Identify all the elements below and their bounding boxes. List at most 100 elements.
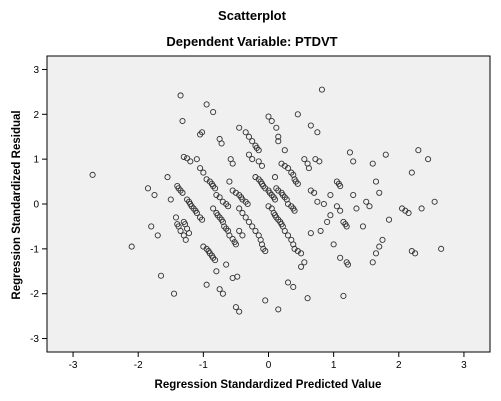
- scatter-point: [200, 169, 207, 176]
- scatter-point: [255, 158, 262, 165]
- scatter-point: [359, 223, 367, 230]
- scatter-point: [316, 158, 323, 165]
- scatter-point: [223, 261, 230, 268]
- scatter-point: [353, 205, 360, 212]
- scatter-point: [271, 174, 279, 181]
- scatter-point: [180, 153, 187, 160]
- scatter-point: [185, 230, 193, 237]
- scatter-point: [284, 232, 292, 239]
- x-axis-ticks: -3 -2 -1 0 1 2 3: [69, 352, 467, 371]
- scatter-point: [431, 198, 438, 205]
- scatter-point: [232, 241, 239, 248]
- scatter-point: [337, 183, 344, 190]
- x-tick-label: -3: [69, 360, 78, 371]
- scatter-point: [298, 263, 305, 270]
- scatter-point: [252, 227, 259, 234]
- scatter-point: [344, 261, 352, 268]
- scatter-point: [177, 227, 184, 234]
- scatter-point: [281, 227, 288, 234]
- scatter-point: [239, 209, 246, 217]
- chart-title: Scatterplot: [218, 8, 287, 23]
- scatter-point: [203, 281, 210, 288]
- scatter-point: [212, 185, 219, 192]
- scatter-point: [408, 169, 415, 176]
- scatter-point: [307, 122, 314, 129]
- scatter-point: [210, 205, 217, 212]
- scatter-point: [128, 243, 135, 250]
- x-tick-label: 2: [396, 360, 402, 371]
- scatter-point: [275, 306, 282, 313]
- scatter-point: [350, 158, 357, 165]
- y-tick-label: 0: [33, 200, 39, 211]
- y-tick-label: 3: [33, 65, 39, 76]
- scatter-point: [425, 156, 432, 163]
- scatter-point: [184, 155, 191, 162]
- scatter-point: [226, 232, 233, 239]
- scatter-point: [157, 272, 165, 279]
- scatter-point: [203, 101, 210, 108]
- scatter-point: [249, 138, 256, 145]
- scatter-point: [218, 140, 225, 147]
- scatter-point: [369, 160, 376, 167]
- chart-subtitle: Dependent Variable: PTDVT: [166, 34, 337, 49]
- scatter-point: [311, 189, 318, 196]
- scatter-point: [229, 160, 236, 167]
- scatter-point: [245, 218, 253, 225]
- scatter-point: [294, 180, 301, 187]
- scatter-point: [330, 241, 337, 248]
- scatter-point: [148, 223, 155, 230]
- scatter-point: [249, 156, 256, 163]
- scatter-point: [314, 198, 321, 205]
- x-tick-label: 0: [266, 360, 272, 371]
- scatter-point: [232, 304, 239, 311]
- scatter-point: [239, 232, 246, 239]
- scatter-point: [333, 203, 340, 210]
- scatter-point: [226, 178, 233, 185]
- scatter-point: [275, 138, 282, 145]
- scatter-point: [179, 189, 186, 196]
- scatter-point: [262, 248, 269, 255]
- scatter-point: [236, 205, 243, 212]
- scatter-point: [376, 243, 383, 250]
- scatter-point: [327, 212, 334, 219]
- scatter-point: [320, 200, 327, 208]
- scatter-point: [258, 162, 266, 169]
- scatter-point: [154, 232, 161, 239]
- y-tick-label: -3: [30, 334, 39, 345]
- scatter-point: [210, 109, 217, 116]
- scatter-point: [343, 223, 350, 230]
- scatter-point: [298, 250, 305, 257]
- scatter-point: [369, 259, 376, 266]
- scatter-point: [170, 290, 178, 297]
- x-axis-label: Regression Standardized Predicted Value: [155, 379, 382, 391]
- y-tick-label: -1: [30, 244, 39, 255]
- scatter-point: [350, 191, 357, 199]
- scatter-point: [291, 207, 298, 214]
- scatter-point: [198, 216, 206, 223]
- scatter-point: [382, 151, 389, 158]
- scatter-point: [273, 124, 280, 131]
- scatter-point: [337, 207, 344, 214]
- scatter-point: [340, 292, 347, 299]
- scatter-point: [268, 117, 275, 125]
- scatter-point: [255, 147, 262, 154]
- scatter-point: [379, 236, 386, 243]
- scatter-point: [376, 189, 383, 196]
- scatter-point: [324, 218, 331, 225]
- scatter-point: [418, 205, 425, 212]
- scatter-point: [346, 149, 353, 156]
- scatter-point: [415, 147, 422, 154]
- scatter-point: [197, 165, 204, 172]
- scatter-point: [412, 250, 419, 257]
- scatter-point: [212, 257, 219, 264]
- scatter-point: [366, 203, 373, 210]
- scatter-point: [172, 214, 180, 221]
- scatter-point: [372, 178, 380, 185]
- scatter-point: [236, 308, 243, 315]
- scatter-point: [193, 209, 200, 217]
- scatter-point: [327, 191, 334, 199]
- scatter-point: [301, 156, 308, 163]
- scatter-point: [219, 290, 226, 297]
- scatter-point: [317, 227, 324, 234]
- scatter-point: [242, 214, 249, 221]
